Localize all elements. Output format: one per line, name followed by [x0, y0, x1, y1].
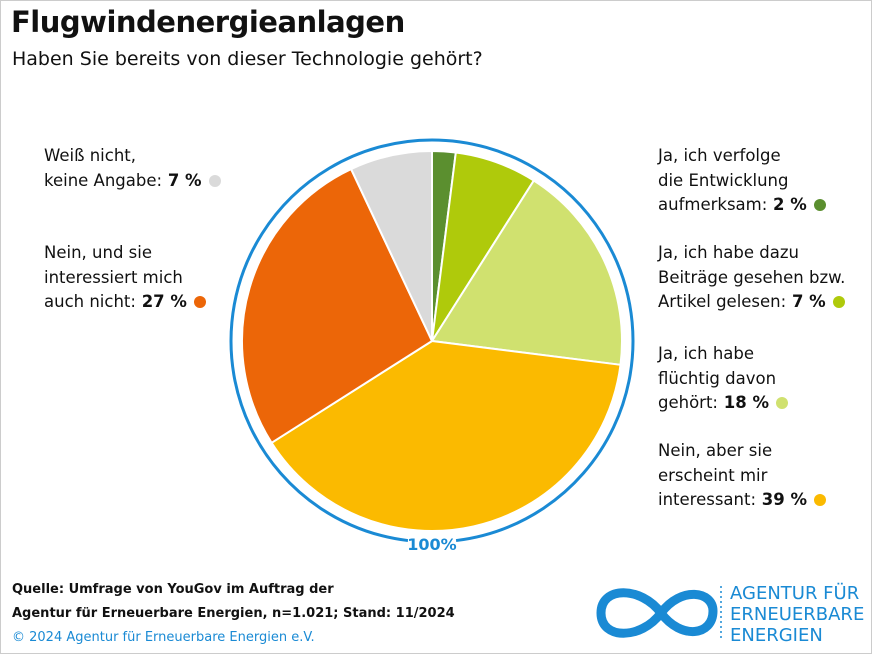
slice-label-text: Nein, und sie: [44, 243, 152, 262]
slice-label-text: interessiert mich: [44, 267, 183, 287]
slice-value-label: 2 %: [767, 195, 807, 214]
slice-label-line: Beiträge gesehen bzw.: [658, 266, 845, 291]
pie-slice: [430, 179, 623, 366]
slice-label-line: Nein, aber sie: [658, 439, 826, 464]
slice-label: Weiß nicht, keine Angabe: 7 %: [44, 144, 221, 193]
slice-label-text: keine Angabe:: [44, 170, 163, 190]
slice-label-line: Nein, und sie: [44, 241, 206, 266]
legend-dot-icon: [832, 296, 845, 308]
legend-dot-icon: [814, 494, 827, 506]
slice-label-line: Artikel gelesen: 7 %: [658, 290, 845, 315]
slice-label-text: erscheint mir: [658, 465, 768, 485]
chart-subtitle: Haben Sie bereits von dieser Technologie…: [12, 48, 483, 70]
slice-label-text: interessant:: [658, 490, 757, 509]
slice-label: Ja, ich habe flüchtig davon gehört: 18 %: [658, 342, 788, 416]
slice-label-line: Ja, ich habe: [658, 342, 788, 367]
slice-value-label: 39 %: [756, 490, 808, 509]
slice-label-line: Weiß nicht,: [44, 144, 221, 169]
slice-label-text: Ja, ich habe dazu: [658, 243, 799, 262]
slice-value-label: 18 %: [718, 393, 769, 412]
slice-value-label: 27 %: [135, 292, 187, 311]
slice-label-line: gehört: 18 %: [658, 391, 788, 416]
slice-label-text: Nein, aber sie: [658, 441, 773, 460]
slice-label-text: aufmerksam:: [658, 195, 768, 214]
slice-label-text: Artikel gelesen:: [658, 292, 787, 311]
source-line-2: Agentur für Erneuerbare Energien, n=1.02…: [12, 606, 455, 621]
slice-label-text: Beiträge gesehen bzw.: [658, 267, 846, 287]
slice-label-text: auch nicht:: [44, 292, 136, 311]
slice-label: Nein, aber sie erscheint mir interessant: …: [658, 439, 827, 513]
legend-dot-icon: [813, 199, 826, 211]
slice-label-line: erscheint mir: [658, 464, 826, 489]
slice-label-text: gehört:: [658, 393, 718, 412]
slice-label: Ja, ich verfolge die Entwicklung aufmerksa…: [658, 144, 826, 218]
slice-value-label: 7 %: [162, 170, 202, 190]
slice-label: Ja, ich habe dazu Beiträge gesehen bzw. Ar…: [658, 241, 845, 315]
total-ring: [229, 138, 635, 543]
slice-label-text: die Entwicklung: [658, 170, 789, 190]
slice-label-line: interessiert mich: [44, 266, 206, 291]
logo-line: AGENTUR FÜR: [730, 583, 860, 604]
slice-label-line: flüchtig davon: [658, 367, 788, 392]
legend-dot-icon: [208, 174, 221, 187]
chart-title: Flugwindenergieanlagen: [11, 5, 405, 39]
slice-label-line: aufmerksam: 2 %: [658, 193, 826, 218]
slice-label-line: die Entwicklung: [658, 169, 826, 194]
slice-label-text: Ja, ich habe: [658, 344, 755, 363]
legend-dot-icon: [775, 397, 788, 409]
slice-label-text: flüchtig davon: [658, 368, 777, 388]
slice-label-text: Ja, ich verfolge: [658, 146, 781, 165]
slice-label-line: Ja, ich verfolge: [658, 144, 826, 169]
copyright: © 2024 Agentur für Erneuerbare Energien …: [12, 630, 315, 645]
logo-text: AGENTUR FÜR ERNEUERBARE ENERGIEN: [730, 583, 864, 646]
source-line-1: Quelle: Umfrage von YouGov im Auftrag de…: [12, 582, 334, 597]
slice-label-line: interessant: 39 %: [658, 488, 827, 513]
slice-label-line: keine Angabe: 7 %: [44, 169, 221, 194]
slice-label-line: Ja, ich habe dazu: [658, 241, 845, 266]
slice-label-text: Weiß nicht,: [44, 146, 137, 165]
slice-value-label: 7 %: [786, 292, 826, 311]
logo-line: ERNEUERBARE: [730, 604, 865, 625]
logo-line: ENERGIEN: [730, 625, 823, 646]
slice-label-line: auch nicht: 27 %: [44, 290, 206, 315]
legend-dot-icon: [193, 296, 206, 308]
slice-label: Nein, und sie interessiert mich auch nicht…: [44, 241, 206, 315]
pie-slice: [241, 167, 434, 445]
pie-slice: [349, 149, 433, 342]
total-label: 100%: [407, 535, 456, 554]
